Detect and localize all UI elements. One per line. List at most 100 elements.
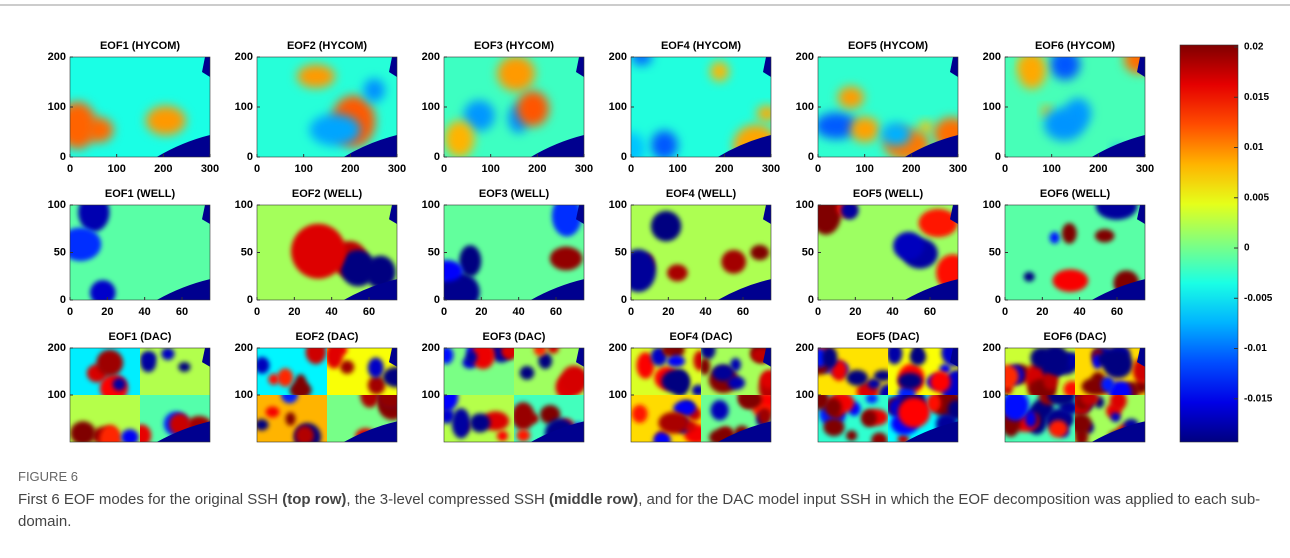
blob <box>291 224 346 279</box>
blob <box>113 378 126 391</box>
blob <box>632 405 648 423</box>
panel-title: EOF1 (HYCOM) <box>100 40 180 52</box>
blob <box>881 122 911 146</box>
y-tick-label: 100 <box>48 199 66 211</box>
x-tick-label: 20 <box>288 306 300 318</box>
y-tick-label: 0 <box>995 151 1001 163</box>
y-tick-label: 100 <box>609 101 627 113</box>
x-tick-label: 0 <box>628 163 634 175</box>
sub-domain <box>255 387 327 451</box>
blob <box>825 398 842 417</box>
x-tick-label: 60 <box>924 306 936 318</box>
y-tick-label: 50 <box>241 246 253 258</box>
blob <box>277 368 293 387</box>
blob <box>871 432 887 448</box>
blob <box>823 418 844 436</box>
panel-title: EOF2 (DAC) <box>296 331 359 343</box>
blob <box>761 394 776 406</box>
panel-title: EOF6 (WELL) <box>1040 188 1111 200</box>
x-tick-label: 60 <box>737 306 749 318</box>
blob <box>1052 269 1088 292</box>
blob <box>363 78 384 102</box>
blob <box>846 370 868 386</box>
y-tick-label: 100 <box>796 199 814 211</box>
x-tick-label: 300 <box>575 163 593 175</box>
blob <box>810 190 842 235</box>
field <box>996 345 1151 451</box>
x-tick-label: 20 <box>849 306 861 318</box>
y-tick-label: 100 <box>422 389 440 401</box>
y-tick-label: 50 <box>615 246 627 258</box>
field <box>70 348 213 456</box>
x-tick-label: 200 <box>341 163 359 175</box>
blob <box>1044 108 1084 141</box>
sub-domain <box>439 338 518 395</box>
y-tick-label: 100 <box>422 101 440 113</box>
panel-title: EOF1 (DAC) <box>109 331 172 343</box>
sub-domain <box>255 340 327 399</box>
field <box>444 56 584 157</box>
panel-title: EOF3 (DAC) <box>483 331 546 343</box>
y-tick-label: 200 <box>983 342 1001 354</box>
y-tick-label: 200 <box>796 342 814 354</box>
y-tick-label: 200 <box>609 51 627 63</box>
blob <box>898 373 922 389</box>
blob <box>1050 49 1080 80</box>
blob <box>266 406 280 417</box>
x-tick-label: 300 <box>201 163 219 175</box>
y-tick-label: 100 <box>796 101 814 113</box>
blob <box>297 65 335 88</box>
caption-bold: (middle row) <box>549 491 638 508</box>
blob <box>516 429 530 441</box>
blob <box>651 211 681 242</box>
field <box>806 339 969 448</box>
panel-title: EOF6 (DAC) <box>1044 331 1107 343</box>
x-tick-label: 0 <box>254 163 260 175</box>
y-tick-label: 0 <box>621 151 627 163</box>
blob <box>757 106 777 122</box>
cb-tick-label: 0.01 <box>1244 142 1264 153</box>
x-tick-label: 40 <box>326 306 338 318</box>
y-tick-label: 100 <box>235 389 253 401</box>
cb-tick-label: -0.01 <box>1244 343 1267 354</box>
blob <box>561 366 588 394</box>
blob <box>1042 345 1069 375</box>
blob <box>1101 377 1115 392</box>
x-tick-label: 100 <box>855 163 873 175</box>
blob <box>919 121 933 133</box>
blob <box>550 247 583 271</box>
blob <box>1095 229 1115 242</box>
sub-domain <box>631 395 709 449</box>
blob <box>750 245 769 260</box>
blob <box>710 61 729 81</box>
blob <box>497 431 508 442</box>
x-tick-label: 0 <box>441 306 447 318</box>
x-tick-label: 0 <box>254 306 260 318</box>
x-tick-label: 0 <box>67 306 73 318</box>
colorbar <box>1180 45 1238 442</box>
blob <box>439 346 453 364</box>
y-tick-label: 0 <box>247 151 253 163</box>
blob <box>309 114 360 146</box>
panel-title: EOF5 (DAC) <box>857 331 920 343</box>
y-tick-label: 100 <box>983 389 1001 401</box>
blob <box>121 429 139 445</box>
x-tick-label: 0 <box>628 306 634 318</box>
x-tick-label: 40 <box>700 306 712 318</box>
blob <box>850 117 879 142</box>
field <box>255 340 411 451</box>
y-tick-label: 100 <box>235 199 253 211</box>
blob <box>512 402 535 430</box>
blob <box>910 349 926 366</box>
blob <box>368 376 385 395</box>
field <box>617 49 778 167</box>
blob <box>651 131 678 160</box>
y-tick-label: 50 <box>989 246 1001 258</box>
blob <box>431 260 463 281</box>
blob <box>452 408 471 438</box>
sub-domain <box>70 348 140 402</box>
field <box>257 57 397 157</box>
blob <box>861 410 877 427</box>
panel-title: EOF3 (HYCOM) <box>474 40 554 52</box>
x-tick-label: 100 <box>107 163 125 175</box>
